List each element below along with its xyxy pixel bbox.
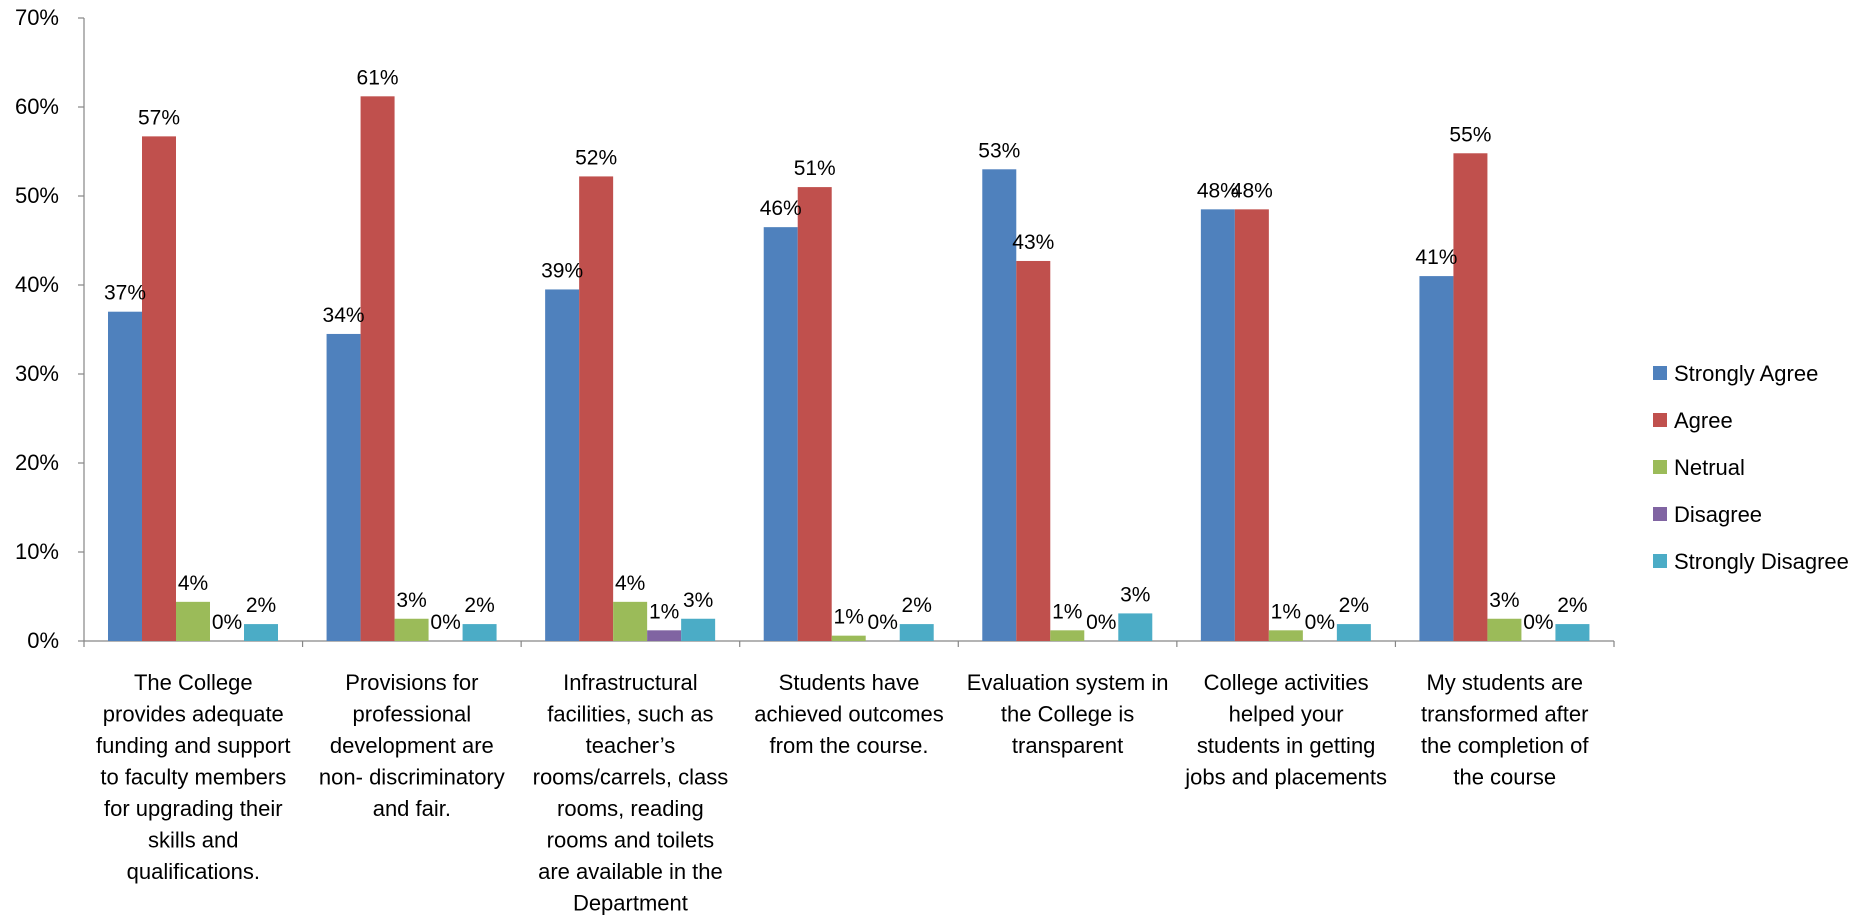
bar xyxy=(1016,260,1051,641)
data-label: 34% xyxy=(323,304,365,327)
y-tick-label: 60% xyxy=(15,94,59,119)
category-label: Students have achieved outcomes from the c… xyxy=(754,670,944,758)
data-label: 2% xyxy=(246,594,276,617)
bar xyxy=(1555,624,1590,641)
bar xyxy=(763,227,798,641)
data-label: 51% xyxy=(794,157,836,180)
bar xyxy=(647,630,682,641)
chart-category-labels: The College provides adequate funding and … xyxy=(96,670,1589,916)
data-label: 0% xyxy=(212,611,242,634)
data-label: 2% xyxy=(1557,594,1587,617)
legend-label: Netrual xyxy=(1674,455,1745,480)
bar xyxy=(797,187,832,641)
data-label: 57% xyxy=(138,106,180,129)
y-tick-label: 40% xyxy=(15,272,59,297)
bar xyxy=(613,601,648,641)
data-label: 4% xyxy=(615,572,645,595)
bar xyxy=(244,624,278,641)
data-label: 48% xyxy=(1231,179,1273,202)
data-label: 0% xyxy=(1523,611,1553,634)
data-label: 1% xyxy=(834,606,864,629)
category-label: Evaluation system in the College is transp… xyxy=(967,670,1169,758)
bar xyxy=(462,624,497,641)
bar xyxy=(982,169,1017,642)
data-label: 2% xyxy=(1339,594,1369,617)
bar xyxy=(142,136,176,641)
y-tick-label: 50% xyxy=(15,183,59,208)
chart-bars xyxy=(108,96,1590,642)
data-label: 48% xyxy=(1197,179,1239,202)
bar xyxy=(1268,630,1303,641)
bar xyxy=(1118,613,1153,641)
category-label: My students are transformed after the comp… xyxy=(1421,670,1589,790)
data-label: 3% xyxy=(1489,589,1519,612)
data-label: 0% xyxy=(1086,611,1116,634)
y-tick-label: 10% xyxy=(15,539,59,564)
data-label: 61% xyxy=(357,66,399,89)
bar xyxy=(1487,618,1522,641)
bar xyxy=(176,601,210,641)
bar xyxy=(326,333,361,641)
data-label: 52% xyxy=(575,146,617,169)
data-label: 37% xyxy=(104,282,146,305)
chart-data-labels: 37% 34% 39% 46% 53% 48% 41% 57% 61% 52% 51% 43% 48% 5… xyxy=(104,66,1588,634)
legend-swatch xyxy=(1653,366,1667,380)
data-label: 2% xyxy=(464,594,494,617)
data-label: 1% xyxy=(649,600,679,623)
data-label: 55% xyxy=(1449,123,1491,146)
bar xyxy=(1336,624,1371,641)
data-label: 1% xyxy=(1052,600,1082,623)
data-label: 3% xyxy=(683,589,713,612)
data-label: 41% xyxy=(1415,246,1457,269)
data-label: 0% xyxy=(430,611,460,634)
legend-swatch xyxy=(1653,507,1667,521)
bar xyxy=(360,96,395,641)
data-label: 53% xyxy=(978,139,1020,162)
data-label: 2% xyxy=(902,594,932,617)
bar xyxy=(681,618,716,641)
category-label: Provisions for professional development ar… xyxy=(319,670,505,821)
bar xyxy=(108,311,142,641)
bar xyxy=(579,176,614,642)
bar xyxy=(831,635,866,641)
category-label: Infrastructural facilities, such as teache… xyxy=(533,670,729,916)
legend-label: Strongly Agree xyxy=(1674,361,1818,386)
legend-label: Agree xyxy=(1674,408,1733,433)
data-label: 43% xyxy=(1012,231,1054,254)
legend-swatch xyxy=(1653,413,1667,427)
y-tick-label: 30% xyxy=(15,361,59,386)
data-label: 1% xyxy=(1271,600,1301,623)
legend-label: Strongly Disagree xyxy=(1674,549,1849,574)
bar xyxy=(1453,153,1488,641)
data-label: 46% xyxy=(760,197,802,220)
category-label: The College provides adequate funding and … xyxy=(96,670,291,884)
bar xyxy=(1234,209,1269,641)
y-tick-label: 0% xyxy=(27,628,59,653)
bar xyxy=(394,618,429,641)
data-label: 39% xyxy=(541,259,583,282)
legend-label: Disagree xyxy=(1674,502,1762,527)
y-tick-label: 20% xyxy=(15,450,59,475)
chart-axes: 0% 10% 20% 30% 40% 50% 60% 70% xyxy=(15,5,1615,653)
data-label: 3% xyxy=(1120,583,1150,606)
bar xyxy=(899,624,934,641)
category-label: College activities helped your students in… xyxy=(1184,670,1387,790)
chart-legend: Strongly Agree Agree Netrual Disagree Strong… xyxy=(1653,361,1849,574)
legend-swatch xyxy=(1653,460,1667,474)
data-label: 0% xyxy=(1305,611,1335,634)
bar xyxy=(1200,209,1235,641)
bar xyxy=(1419,276,1454,641)
bar xyxy=(1050,630,1085,641)
data-label: 4% xyxy=(178,572,208,595)
data-label: 3% xyxy=(396,589,426,612)
y-tick-label: 70% xyxy=(15,5,59,30)
bar xyxy=(545,289,580,641)
legend-swatch xyxy=(1653,554,1667,568)
data-label: 0% xyxy=(868,611,898,634)
